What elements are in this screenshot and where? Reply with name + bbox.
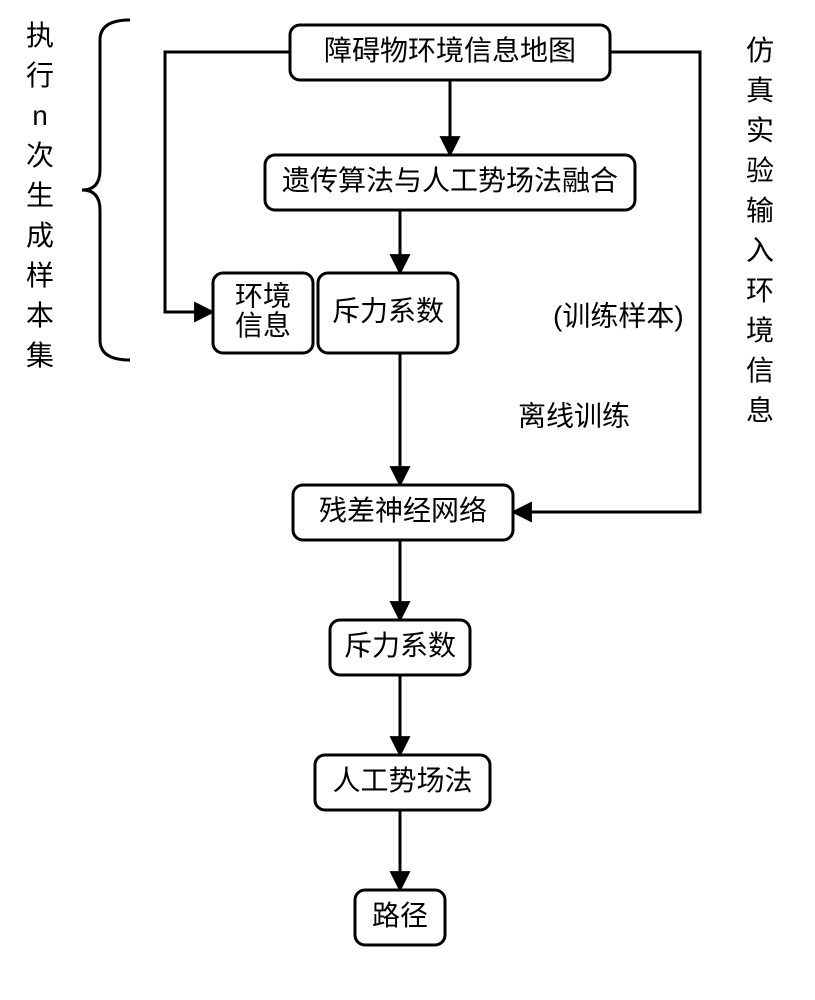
node-n7: 人工势场法 <box>315 755 490 810</box>
node-n7-label: 人工势场法 <box>332 765 472 796</box>
node-n3-label-1: 信息 <box>235 310 291 341</box>
side-right-char-0: 仿 <box>746 35 774 66</box>
side-right-char-7: 境 <box>746 315 774 346</box>
free-label-l2: 离线训练 <box>518 400 630 431</box>
node-n2-label: 遗传算法与人工势场法融合 <box>282 165 618 196</box>
side-right-char-8: 信 <box>746 355 774 386</box>
side-right-char-1: 真 <box>746 75 774 106</box>
node-n5: 残差神经网络 <box>293 485 513 540</box>
edge-n1-n5 <box>513 52 700 512</box>
side-right-char-6: 环 <box>746 275 774 306</box>
node-n1-label: 障碍物环境信息地图 <box>324 35 576 66</box>
side-left-char-5: 成 <box>26 220 54 251</box>
side-right-char-2: 实 <box>746 115 774 146</box>
side-right-char-9: 息 <box>746 395 774 426</box>
node-n4-label: 斥力系数 <box>332 295 444 326</box>
side-left-char-4: 生 <box>26 180 54 211</box>
side-right-char-5: 入 <box>746 235 774 266</box>
node-n2: 遗传算法与人工势场法融合 <box>265 155 635 210</box>
left-brace <box>82 20 130 360</box>
node-n5-label: 残差神经网络 <box>319 495 487 526</box>
flowchart-canvas: 障碍物环境信息地图遗传算法与人工势场法融合环境信息斥力系数残差神经网络斥力系数人… <box>0 0 815 1000</box>
side-left-char-8: 集 <box>26 340 54 371</box>
node-n6-label: 斥力系数 <box>344 630 456 661</box>
side-left-char-3: 次 <box>26 140 54 171</box>
node-n8: 路径 <box>355 890 445 945</box>
node-n4: 斥力系数 <box>318 273 458 353</box>
node-n3-label-0: 环境 <box>235 281 291 312</box>
free-label-l1: (训练样本) <box>553 300 684 331</box>
side-left-char-7: 本 <box>26 300 54 331</box>
node-n1: 障碍物环境信息地图 <box>290 25 610 80</box>
side-left-char-1: 行 <box>26 60 54 91</box>
side-left-char-6: 样 <box>26 260 54 291</box>
node-n3: 环境信息 <box>213 273 313 353</box>
side-right-char-3: 验 <box>746 155 774 186</box>
node-n8-label: 路径 <box>372 900 428 931</box>
side-left-char-2: n <box>32 100 48 131</box>
side-left-char-0: 执 <box>26 20 54 51</box>
node-n6: 斥力系数 <box>330 620 470 675</box>
side-right-char-4: 输 <box>746 195 774 226</box>
